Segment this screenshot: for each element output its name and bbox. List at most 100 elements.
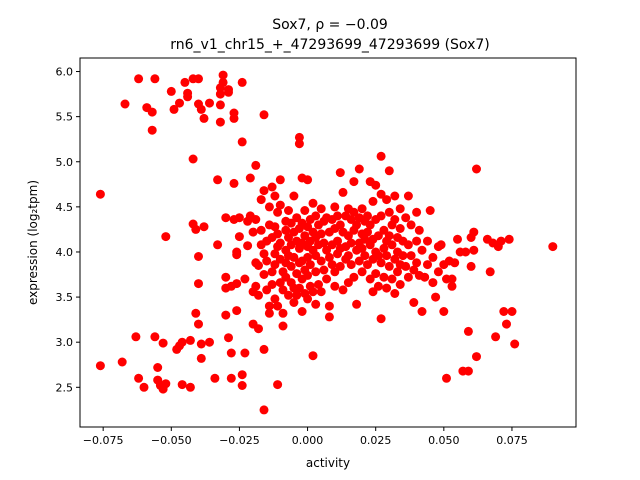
data-point	[210, 373, 220, 383]
data-point	[284, 206, 293, 215]
data-point	[185, 382, 195, 392]
data-point	[311, 267, 321, 277]
data-point	[314, 280, 323, 289]
data-point	[259, 270, 269, 279]
data-point	[327, 260, 337, 270]
data-point	[150, 332, 160, 342]
data-point	[166, 86, 176, 96]
data-point	[213, 240, 223, 250]
data-point	[248, 227, 258, 237]
data-point	[234, 213, 244, 223]
x-axis-label: activity	[306, 456, 350, 470]
data-point	[428, 252, 438, 262]
data-point	[303, 270, 313, 280]
data-point	[499, 307, 509, 316]
data-point	[259, 405, 269, 415]
data-point	[205, 98, 214, 108]
y-tick-label: 4.0	[56, 246, 74, 259]
data-point	[264, 202, 274, 212]
x-tick-label: 0.050	[428, 434, 460, 447]
data-point	[485, 267, 495, 277]
data-point	[330, 281, 340, 291]
data-point	[373, 281, 383, 291]
data-point	[420, 272, 430, 282]
data-point	[352, 299, 362, 309]
data-point	[507, 307, 517, 316]
data-point	[504, 234, 514, 244]
data-point	[199, 113, 209, 123]
data-point	[447, 281, 457, 291]
data-point	[393, 267, 402, 277]
chart-title-line-1: Sox7, ρ = −0.09	[272, 17, 388, 33]
data-point	[433, 267, 443, 277]
data-point	[264, 301, 274, 311]
data-point	[431, 292, 441, 302]
data-point	[406, 251, 416, 261]
data-point	[352, 220, 362, 230]
y-axis-ticks: 2.5 3.0 3.5 4.0 4.5 5.0 5.5 6.0	[56, 66, 80, 394]
data-point	[278, 321, 288, 331]
data-point	[335, 220, 345, 230]
data-point	[384, 207, 394, 217]
data-point	[300, 206, 310, 215]
data-point	[95, 189, 105, 199]
data-point	[270, 294, 280, 304]
data-point	[324, 301, 334, 311]
data-point	[379, 243, 389, 253]
data-point	[273, 380, 283, 390]
data-point	[196, 339, 206, 349]
data-point	[158, 338, 168, 348]
data-point	[177, 380, 187, 390]
data-point	[303, 175, 313, 185]
data-point	[311, 299, 321, 309]
data-point	[463, 326, 473, 336]
data-point	[384, 231, 394, 241]
data-point	[338, 187, 348, 197]
data-point	[324, 252, 334, 262]
data-point	[401, 213, 411, 223]
data-point	[401, 261, 411, 271]
data-point	[373, 251, 383, 261]
data-point	[319, 265, 329, 275]
data-point	[395, 224, 405, 233]
data-point	[294, 139, 304, 149]
data-point	[371, 269, 381, 279]
data-point	[330, 202, 340, 212]
data-point	[338, 285, 348, 295]
data-points	[95, 70, 558, 415]
x-tick-label: 0.000	[292, 434, 324, 447]
data-point	[188, 154, 198, 164]
x-tick-label: −0.075	[83, 434, 124, 447]
data-point	[254, 261, 263, 270]
data-point	[423, 260, 432, 270]
data-point	[308, 351, 318, 361]
x-tick-label: 0.075	[496, 434, 528, 447]
data-point	[254, 324, 263, 334]
data-point	[232, 306, 242, 316]
data-point	[303, 252, 313, 262]
data-point	[147, 107, 157, 117]
data-point	[316, 287, 326, 297]
data-point	[169, 104, 179, 114]
data-point	[270, 191, 280, 201]
data-point	[240, 274, 250, 284]
y-tick-label: 4.5	[56, 201, 74, 214]
data-point	[199, 222, 209, 232]
data-point	[251, 281, 261, 291]
data-point	[245, 173, 255, 183]
data-point	[196, 353, 206, 363]
data-point	[409, 298, 419, 307]
data-point	[194, 252, 203, 261]
data-point	[311, 251, 321, 261]
data-point	[387, 274, 397, 284]
data-point	[191, 308, 201, 318]
data-point	[161, 379, 171, 389]
data-point	[240, 348, 250, 358]
data-point	[316, 204, 326, 214]
data-point	[226, 373, 236, 383]
data-point	[308, 287, 318, 297]
data-point	[502, 319, 511, 329]
data-point	[139, 382, 149, 392]
data-point	[409, 265, 419, 275]
data-point	[428, 278, 438, 288]
